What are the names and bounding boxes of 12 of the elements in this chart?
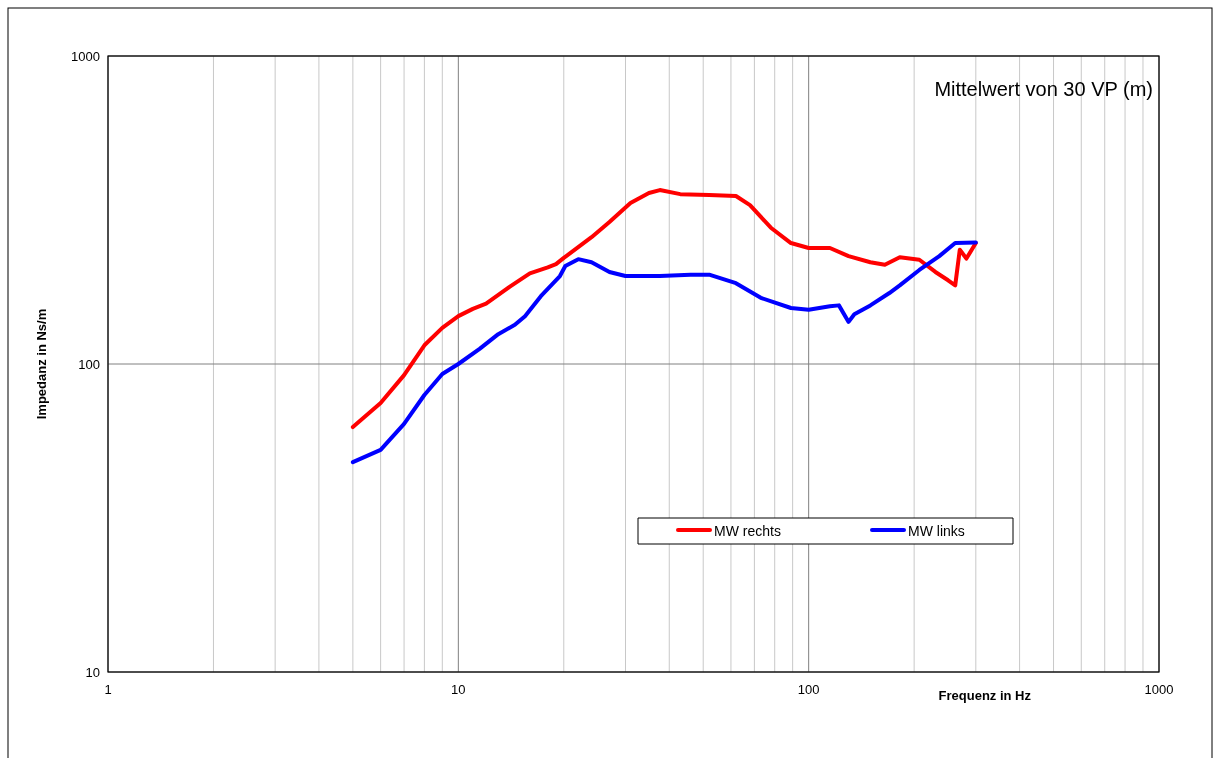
y-tick-label: 1000 <box>71 49 100 64</box>
y-axis-title: Impedanz in Ns/m <box>34 308 49 420</box>
x-tick-label: 1000 <box>1144 682 1174 697</box>
legend-label: MW links <box>908 523 965 539</box>
x-tick-label: 1 <box>104 682 112 697</box>
legend-label: MW rechts <box>714 523 781 539</box>
y-tick-label: 100 <box>78 357 100 372</box>
x-tick-label: 100 <box>797 682 820 697</box>
x-axis-title: Frequenz in Hz <box>938 688 1032 703</box>
x-tick-label: 10 <box>451 682 466 697</box>
y-tick-label: 10 <box>85 665 100 680</box>
annotation: Mittelwert von 30 VP (m) <box>934 78 1153 100</box>
